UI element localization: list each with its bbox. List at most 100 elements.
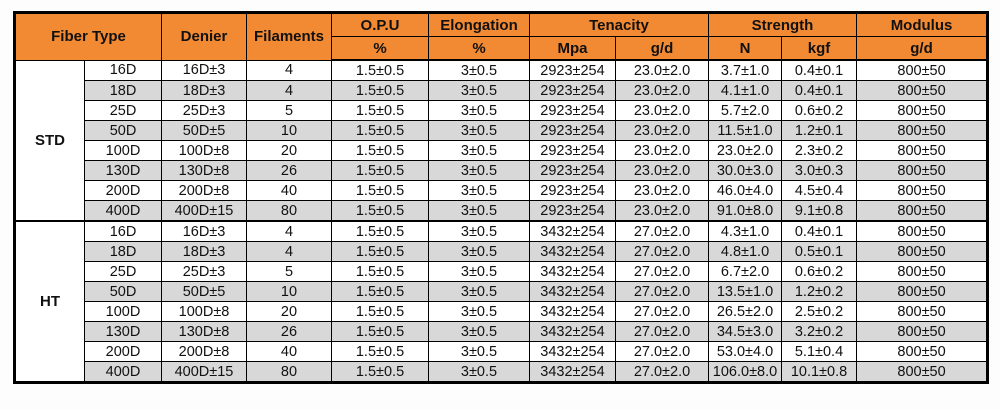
strength-n-cell: 30.0±3.0 xyxy=(708,160,782,181)
tenacity-gd-cell: 27.0±2.0 xyxy=(615,281,709,302)
strength-kgf-cell: 10.1±0.8 xyxy=(780,361,858,383)
elongation-cell: 3±0.5 xyxy=(428,241,530,262)
denier-cell: 100D±8 xyxy=(161,301,247,322)
modulus-cell: 800±50 xyxy=(856,301,989,322)
filaments-cell: 26 xyxy=(246,321,332,342)
tenacity-mpa-cell: 2923±254 xyxy=(529,180,616,201)
opu-cell: 1.5±0.5 xyxy=(331,241,429,262)
modulus-cell: 800±50 xyxy=(856,261,989,282)
opu-cell: 1.5±0.5 xyxy=(331,180,429,201)
modulus-cell: 800±50 xyxy=(856,281,989,302)
strength-kgf-cell: 4.5±0.4 xyxy=(780,180,858,201)
strength-kgf-cell: 0.4±0.1 xyxy=(780,220,858,242)
modulus-cell: 800±50 xyxy=(856,100,989,121)
size-cell: 25D xyxy=(84,100,162,121)
denier-cell: 18D±3 xyxy=(161,241,247,262)
size-cell: 16D xyxy=(84,59,162,81)
tenacity-mpa-cell: 2923±254 xyxy=(529,160,616,181)
opu-cell: 1.5±0.5 xyxy=(331,200,429,222)
table-header: Fiber Type Denier Filaments O.P.U Elonga… xyxy=(14,12,989,61)
size-cell: 16D xyxy=(84,220,162,242)
modulus-cell: 800±50 xyxy=(856,120,989,141)
modulus-cell: 800±50 xyxy=(856,321,989,342)
filaments-cell: 20 xyxy=(246,301,332,322)
table-row: 200D 200D±8 40 1.5±0.5 3±0.5 2923±254 23.0±2.0… xyxy=(15,180,989,201)
header-opu-unit: % xyxy=(331,36,429,61)
elongation-cell: 3±0.5 xyxy=(428,220,530,242)
table-row: 130D 130D±8 26 1.5±0.5 3±0.5 3432±254 27.0±2.0… xyxy=(15,321,989,342)
modulus-cell: 800±50 xyxy=(856,80,989,101)
modulus-cell: 800±50 xyxy=(856,241,989,262)
opu-cell: 1.5±0.5 xyxy=(331,301,429,322)
fiber-spec-table: Fiber Type Denier Filaments O.P.U Elonga… xyxy=(13,11,990,384)
filaments-cell: 4 xyxy=(246,80,332,101)
header-modulus: Modulus xyxy=(856,12,989,37)
strength-n-cell: 34.5±3.0 xyxy=(708,321,782,342)
tenacity-gd-cell: 27.0±2.0 xyxy=(615,341,709,362)
header-modulus-unit: g/d xyxy=(856,36,989,61)
strength-kgf-cell: 1.2±0.1 xyxy=(780,120,858,141)
modulus-cell: 800±50 xyxy=(856,220,989,242)
denier-cell: 200D±8 xyxy=(161,180,247,201)
denier-cell: 130D±8 xyxy=(161,321,247,342)
table-row: 18D 18D±3 4 1.5±0.5 3±0.5 3432±254 27.0±2.0 4.8… xyxy=(15,241,989,262)
opu-cell: 1.5±0.5 xyxy=(331,341,429,362)
strength-n-cell: 53.0±4.0 xyxy=(708,341,782,362)
elongation-cell: 3±0.5 xyxy=(428,120,530,141)
table-row: 18D 18D±3 4 1.5±0.5 3±0.5 2923±254 23.0±2.0 4.1… xyxy=(15,80,989,101)
denier-cell: 25D±3 xyxy=(161,261,247,282)
tenacity-mpa-cell: 3432±254 xyxy=(529,341,616,362)
size-cell: 400D xyxy=(84,361,162,383)
tenacity-mpa-cell: 3432±254 xyxy=(529,281,616,302)
modulus-cell: 800±50 xyxy=(856,341,989,362)
strength-n-cell: 6.7±2.0 xyxy=(708,261,782,282)
tenacity-gd-cell: 27.0±2.0 xyxy=(615,261,709,282)
strength-kgf-cell: 0.6±0.2 xyxy=(780,100,858,121)
opu-cell: 1.5±0.5 xyxy=(331,120,429,141)
filaments-cell: 80 xyxy=(246,200,332,222)
elongation-cell: 3±0.5 xyxy=(428,80,530,101)
opu-cell: 1.5±0.5 xyxy=(331,80,429,101)
strength-n-cell: 106.0±8.0 xyxy=(708,361,782,383)
tenacity-gd-cell: 23.0±2.0 xyxy=(615,160,709,181)
table-row: 130D 130D±8 26 1.5±0.5 3±0.5 2923±254 23.0±2.0… xyxy=(15,160,989,181)
opu-cell: 1.5±0.5 xyxy=(331,281,429,302)
elongation-cell: 3±0.5 xyxy=(428,361,530,383)
table-row: 50D 50D±5 10 1.5±0.5 3±0.5 3432±254 27.0±2.0 13… xyxy=(15,281,989,302)
table-row: 25D 25D±3 5 1.5±0.5 3±0.5 2923±254 23.0±2.0 5.7… xyxy=(15,100,989,121)
tenacity-gd-cell: 23.0±2.0 xyxy=(615,200,709,222)
filaments-cell: 10 xyxy=(246,281,332,302)
size-cell: 50D xyxy=(84,120,162,141)
size-cell: 18D xyxy=(84,80,162,101)
strength-n-cell: 3.7±1.0 xyxy=(708,59,782,81)
tenacity-mpa-cell: 3432±254 xyxy=(529,301,616,322)
filaments-cell: 5 xyxy=(246,261,332,282)
strength-kgf-cell: 0.6±0.2 xyxy=(780,261,858,282)
header-tenacity-unit-gd: g/d xyxy=(615,36,709,61)
strength-n-cell: 46.0±4.0 xyxy=(708,180,782,201)
tenacity-mpa-cell: 3432±254 xyxy=(529,241,616,262)
tenacity-mpa-cell: 2923±254 xyxy=(529,200,616,222)
size-cell: 25D xyxy=(84,261,162,282)
tenacity-mpa-cell: 2923±254 xyxy=(529,120,616,141)
elongation-cell: 3±0.5 xyxy=(428,321,530,342)
opu-cell: 1.5±0.5 xyxy=(331,261,429,282)
modulus-cell: 800±50 xyxy=(856,361,989,383)
table-row: 100D 100D±8 20 1.5±0.5 3±0.5 3432±254 27.0±2.0… xyxy=(15,301,989,322)
tenacity-gd-cell: 23.0±2.0 xyxy=(615,120,709,141)
tenacity-mpa-cell: 3432±254 xyxy=(529,220,616,242)
header-denier: Denier xyxy=(161,12,247,61)
opu-cell: 1.5±0.5 xyxy=(331,59,429,81)
denier-cell: 100D±8 xyxy=(161,140,247,161)
strength-kgf-cell: 1.2±0.2 xyxy=(780,281,858,302)
table-row: 400D 400D±15 80 1.5±0.5 3±0.5 2923±254 23.0±2.… xyxy=(15,200,989,222)
denier-cell: 400D±15 xyxy=(161,361,247,383)
elongation-cell: 3±0.5 xyxy=(428,341,530,362)
strength-kgf-cell: 0.4±0.1 xyxy=(780,59,858,81)
table-row: 100D 100D±8 20 1.5±0.5 3±0.5 2923±254 23.0±2.0… xyxy=(15,140,989,161)
table-row: 200D 200D±8 40 1.5±0.5 3±0.5 3432±254 27.0±2.0… xyxy=(15,341,989,362)
table-body: STD 16D 16D±3 4 1.5±0.5 3±0.5 2923±254 23.0±2.0… xyxy=(14,59,989,383)
filaments-cell: 10 xyxy=(246,120,332,141)
size-cell: 18D xyxy=(84,241,162,262)
strength-n-cell: 11.5±1.0 xyxy=(708,120,782,141)
